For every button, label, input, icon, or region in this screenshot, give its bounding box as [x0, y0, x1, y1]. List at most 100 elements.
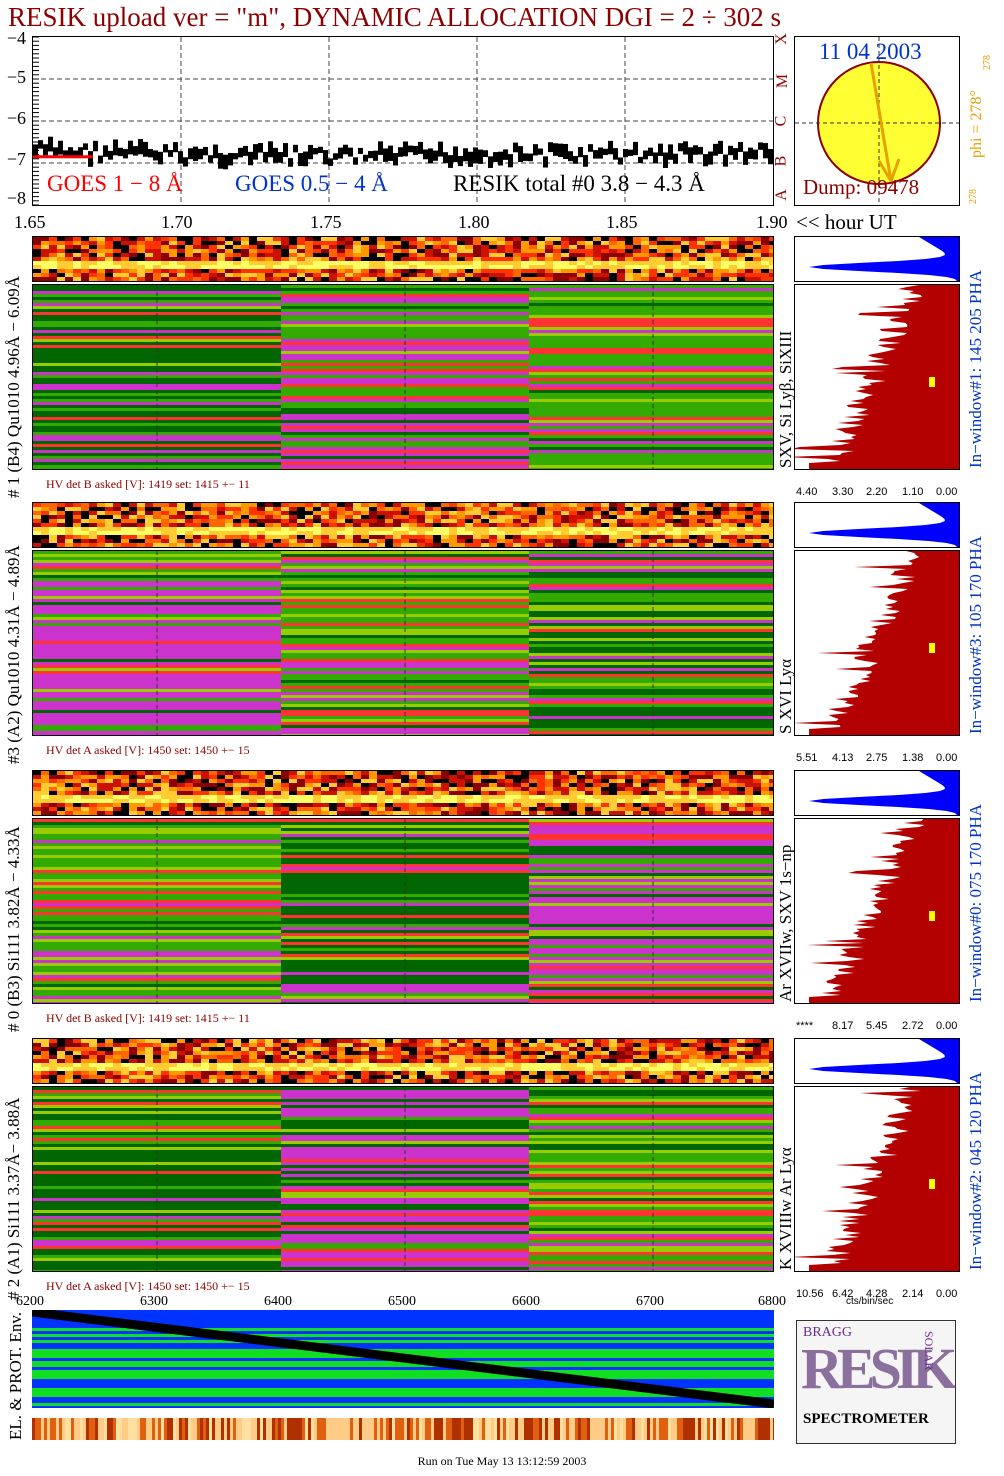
- heat-cell: [217, 547, 225, 548]
- heat-cell: [649, 503, 657, 507]
- heat-cell: [465, 523, 473, 527]
- heat-cell: [89, 795, 97, 799]
- heat-cell: [73, 281, 81, 282]
- heat-cell: [417, 799, 425, 803]
- heat-cell: [649, 547, 657, 548]
- heat-cell: [393, 269, 401, 273]
- heat-cell: [41, 811, 49, 815]
- heat-cell: [657, 539, 665, 543]
- heat-cell: [409, 503, 417, 507]
- heat-cell: [433, 787, 441, 791]
- heat-cell: [369, 779, 377, 783]
- heat-cell: [65, 1071, 73, 1075]
- heat-cell: [577, 783, 585, 787]
- heat-cell: [361, 535, 369, 539]
- heat-cell: [521, 807, 529, 811]
- spectrogram-row: [529, 987, 773, 990]
- heat-cell: [577, 535, 585, 539]
- heat-cell: [673, 783, 681, 787]
- heat-cell: [81, 245, 89, 249]
- heat-cell: [609, 799, 617, 803]
- heat-cell: [137, 807, 145, 811]
- heat-cell: [625, 771, 633, 775]
- heat-cell: [641, 771, 649, 775]
- heat-cell: [657, 787, 665, 791]
- heat-cell: [297, 779, 305, 783]
- spectrogram-svg: [33, 285, 773, 469]
- heat-cell: [441, 539, 449, 543]
- heat-cell: [33, 535, 41, 539]
- heat-cell: [217, 1059, 225, 1063]
- heat-cell: [721, 273, 729, 277]
- heat-cell: [705, 775, 713, 779]
- heat-cell: [641, 277, 649, 281]
- heat-cell: [665, 527, 673, 531]
- heat-cell: [193, 795, 201, 799]
- heat-cell: [585, 531, 593, 535]
- heat-cell: [289, 799, 297, 803]
- spectrogram-row: [33, 647, 281, 650]
- heat-cell: [721, 1043, 729, 1047]
- heat-cell: [561, 1055, 569, 1059]
- resik-flux-mark: [658, 143, 663, 156]
- heat-cell: [713, 1063, 721, 1067]
- heat-cell: [337, 265, 345, 269]
- heat-cell: [577, 277, 585, 281]
- heat-cell: [705, 241, 713, 245]
- spectrogram-row: [281, 387, 529, 390]
- heat-cell: [121, 527, 129, 531]
- heat-cell: [273, 245, 281, 249]
- heat-cell: [449, 519, 457, 523]
- heat-cell: [657, 253, 665, 257]
- heat-cell: [721, 807, 729, 811]
- heat-cell: [313, 771, 321, 775]
- heat-cell: [265, 779, 273, 783]
- heat-cell: [33, 783, 41, 787]
- heat-cell: [113, 539, 121, 543]
- heat-cell: [49, 257, 57, 261]
- heat-cell: [649, 257, 657, 261]
- heat-cell: [441, 1039, 449, 1043]
- heat-cell: [425, 795, 433, 799]
- heat-cell: [65, 531, 73, 535]
- heat-cell: [193, 1071, 201, 1075]
- resik-flux-mark: [223, 154, 228, 170]
- heat-cell: [57, 237, 65, 241]
- heat-cell: [569, 503, 577, 507]
- heat-cell: [233, 281, 241, 282]
- heat-cell: [513, 535, 521, 539]
- heat-cell: [193, 787, 201, 791]
- heat-cell: [73, 261, 81, 265]
- heat-cell: [497, 771, 505, 775]
- heat-cell: [545, 1067, 553, 1071]
- heat-cell: [729, 811, 737, 815]
- heat-cell: [89, 539, 97, 543]
- heat-cell: [593, 783, 601, 787]
- heat-cell: [297, 815, 305, 816]
- heat-cell: [689, 261, 697, 265]
- resik-flux-mark: [168, 149, 173, 157]
- heat-cell: [233, 811, 241, 815]
- heat-cell: [361, 1063, 369, 1067]
- heat-cell: [697, 515, 705, 519]
- heat-cell: [761, 273, 769, 277]
- heat-cell: [745, 511, 753, 515]
- heat-cell: [137, 1067, 145, 1071]
- spectrogram-row: [281, 906, 529, 909]
- spectrogram-row: [33, 387, 281, 390]
- heat-cell: [513, 815, 521, 816]
- heat-cell: [41, 511, 49, 515]
- heat-cell: [673, 539, 681, 543]
- heat-cell: [145, 1063, 153, 1067]
- heat-cell: [689, 543, 697, 547]
- resik-flux-mark: [88, 151, 93, 167]
- heat-cell: [537, 539, 545, 543]
- heat-cell: [329, 775, 337, 779]
- heat-cell: [569, 507, 577, 511]
- heat-cell: [65, 1055, 73, 1059]
- heat-cell: [665, 531, 673, 535]
- heat-cell: [153, 795, 161, 799]
- heat-cell: [121, 1039, 129, 1043]
- heat-cell: [105, 779, 113, 783]
- heat-cell: [345, 1059, 353, 1063]
